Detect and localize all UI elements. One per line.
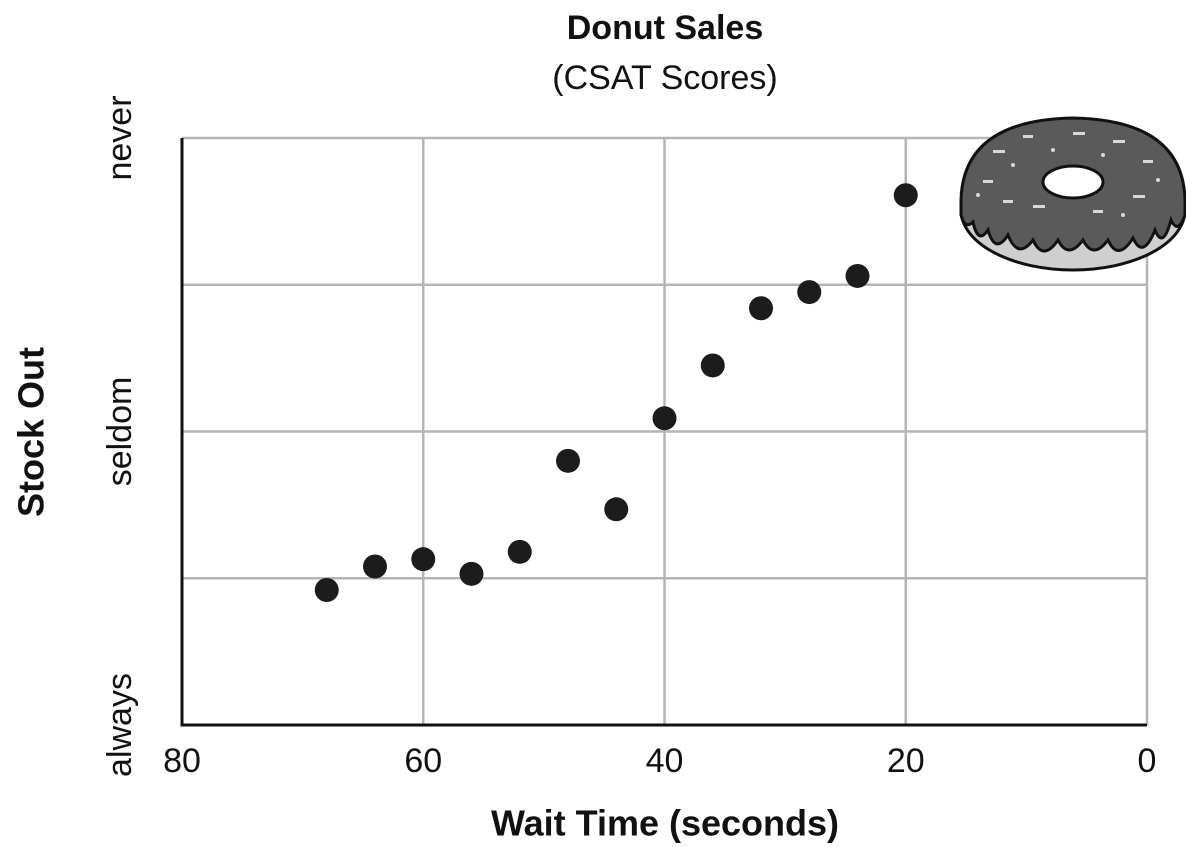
point [797, 280, 821, 304]
marks [315, 183, 918, 602]
y-tick-label: seldom [101, 377, 139, 487]
chart-subtitle: (CSAT Scores) [552, 59, 777, 97]
y-tick-label: always [101, 673, 139, 777]
point [411, 547, 435, 571]
point [701, 353, 725, 377]
y-tick-label: never [101, 95, 139, 180]
x-tick-label: 0 [1138, 742, 1157, 780]
point [508, 540, 532, 564]
y-axis-title: Stock Out [11, 347, 52, 517]
chart-title: Donut Sales [567, 9, 763, 47]
point [894, 183, 918, 207]
x-tick-label: 40 [646, 742, 684, 780]
point [604, 497, 628, 521]
point [363, 555, 387, 579]
x-tick-label: 60 [404, 742, 442, 780]
point [460, 562, 484, 586]
donut-icon [961, 118, 1185, 270]
chart: Donut Sales (CSAT Scores) Wait Time (sec… [0, 0, 1186, 847]
point [749, 296, 773, 320]
point [653, 406, 677, 430]
point [846, 264, 870, 288]
point [556, 449, 580, 473]
point [315, 578, 339, 602]
x-tick-label: 80 [163, 742, 201, 780]
x-axis-title: Wait Time (seconds) [491, 803, 839, 844]
x-tick-label: 20 [887, 742, 925, 780]
